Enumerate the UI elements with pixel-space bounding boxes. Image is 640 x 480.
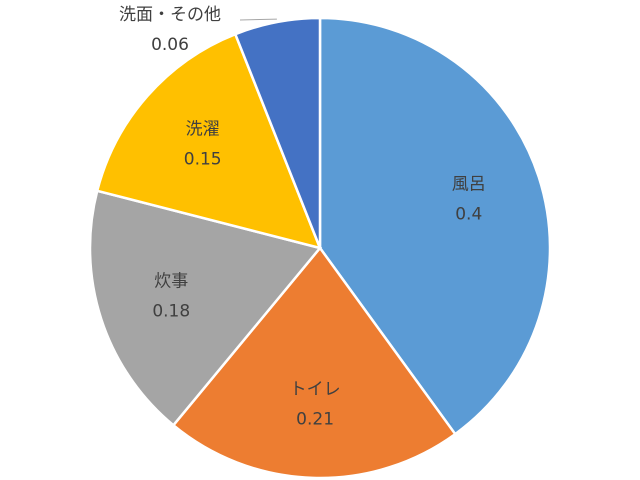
value-label: 0.4 [455, 205, 482, 225]
value-label: 0.21 [296, 409, 334, 429]
pie-slice [95, 32, 323, 250]
category-label: 洗濯 [186, 120, 220, 140]
pie-slice [88, 189, 323, 427]
category-label: 炊事 [154, 271, 188, 291]
pie-slice [318, 16, 552, 436]
leader-line [239, 18, 277, 21]
category-label: 風呂 [452, 175, 486, 195]
category-label: トイレ [290, 379, 341, 399]
category-label: 洗面・その他 [119, 5, 221, 25]
value-label: 0.18 [152, 301, 190, 321]
value-label: 0.06 [151, 35, 189, 55]
pie-slice [171, 245, 457, 480]
pie-slice [233, 16, 322, 249]
value-label: 0.15 [184, 150, 222, 170]
